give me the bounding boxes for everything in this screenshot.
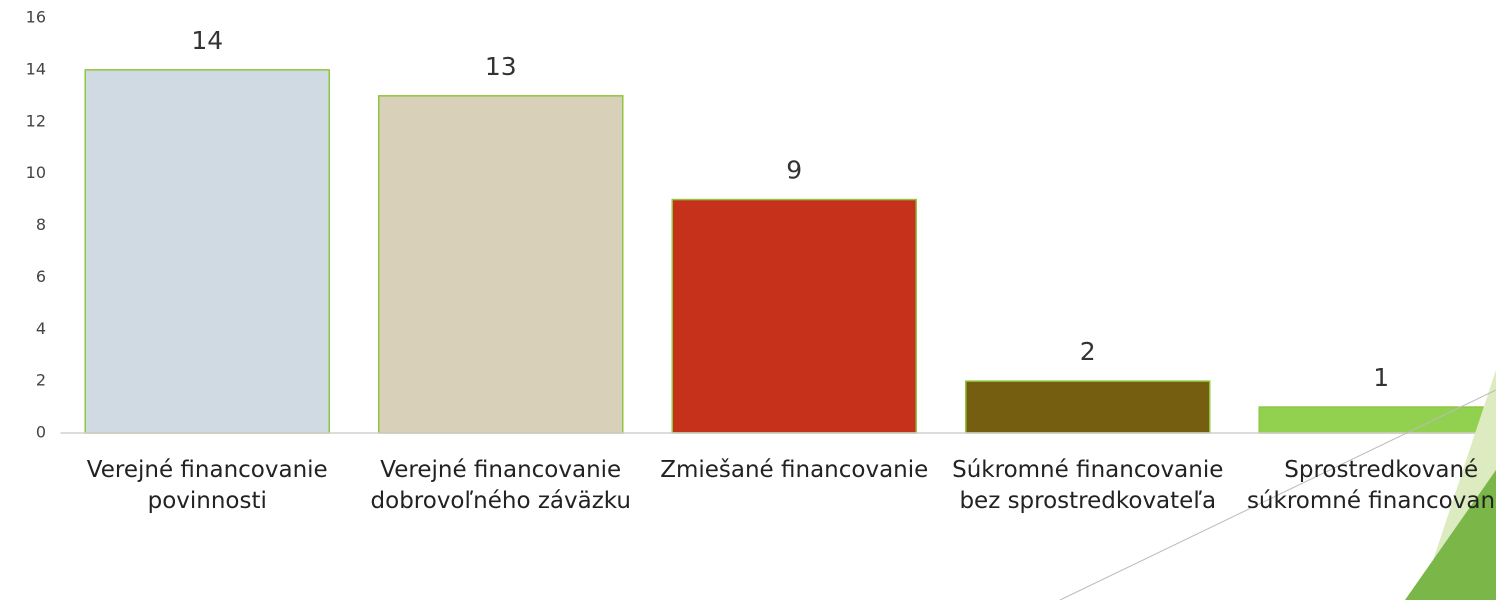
decoration: [1059, 389, 1496, 600]
y-tick-label: 0: [36, 423, 46, 442]
y-tick-label: 2: [36, 371, 46, 390]
data-label: 9: [786, 156, 802, 185]
bar: [1258, 406, 1496, 434]
y-tick-label: 6: [36, 267, 46, 286]
data-label: 1: [1373, 363, 1389, 392]
bar: [671, 198, 917, 434]
y-tick-label: 14: [26, 59, 46, 78]
bar: [965, 380, 1211, 434]
x-tick-label: Súkromné financovanie bez sprostredkovat…: [952, 457, 1224, 514]
y-tick-label: 12: [26, 111, 46, 130]
y-tick-label: 8: [36, 215, 46, 234]
decoration: [1405, 470, 1496, 600]
data-label: 13: [485, 52, 517, 81]
x-tick-label: Verejné financovanie povinnosti: [86, 457, 328, 514]
x-tick-label: Zmiešané financovanie: [660, 457, 929, 483]
data-label: 14: [191, 26, 223, 55]
x-tick-label: Sprostredkované súkromné financovanie: [1246, 457, 1496, 514]
y-tick-label: 4: [36, 319, 46, 338]
bar: [378, 95, 624, 434]
bar: [84, 69, 330, 434]
y-tick-label: 16: [26, 8, 46, 27]
y-tick-label: 10: [26, 163, 46, 182]
x-tick-label: Verejné financovanie dobrovoľného záväzk…: [370, 457, 631, 514]
data-label: 2: [1080, 337, 1096, 366]
